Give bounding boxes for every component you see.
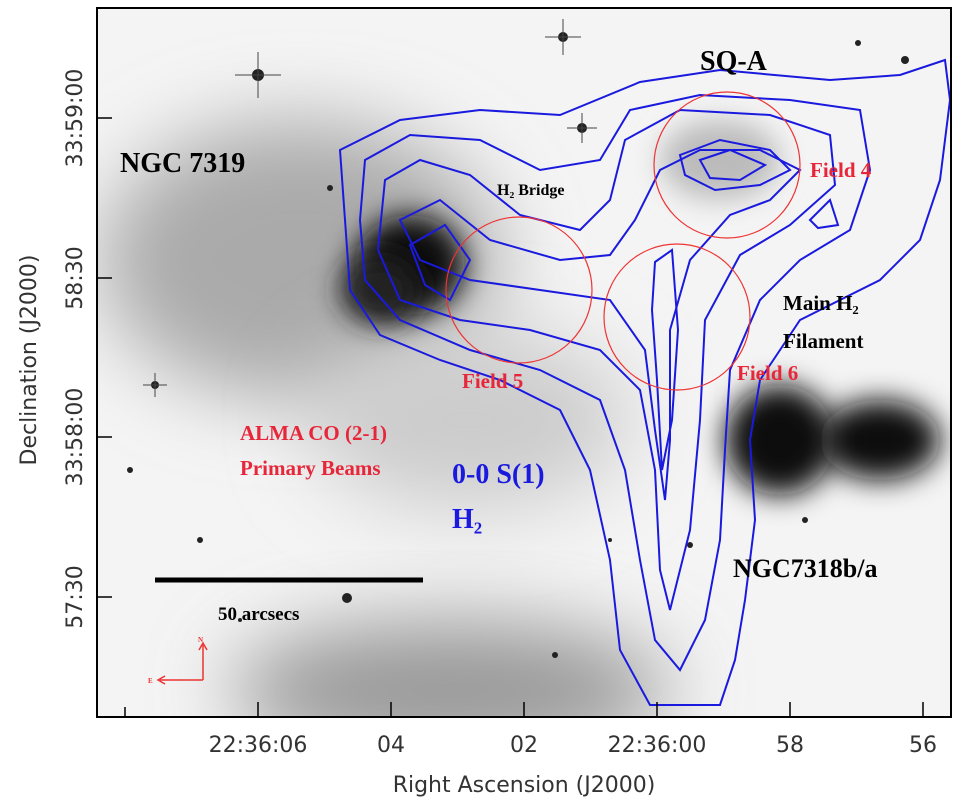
label: NGC7318b/a — [733, 554, 877, 583]
y-tick-label: 57:30 — [63, 565, 88, 628]
x-tick-label: 56 — [909, 733, 937, 758]
label: ALMA CO (2-1) — [240, 421, 387, 445]
x-tick-label: 02 — [510, 733, 538, 758]
label: H₂ — [452, 504, 482, 535]
x-axis-label: Right Ascension (J2000) — [393, 773, 656, 798]
y-axis: 33:59:00 58:30 33:58:00 57:30 Declinatio… — [17, 69, 88, 629]
x-tick-label: 22:36:00 — [608, 733, 707, 758]
label: 50 arcsecs — [218, 604, 299, 625]
label: Field 5 — [462, 369, 523, 393]
y-tick-label: 33:58:00 — [63, 388, 88, 487]
y-axis-label: Declination (J2000) — [17, 255, 42, 466]
x-axis: 22:36:06 04 02 22:36:00 58 56 Right Asce… — [209, 733, 937, 798]
x-tick-label: 58 — [776, 733, 804, 758]
compass — [156, 641, 208, 685]
annotations: SQ-A NGC 7319 H₂ Bridge Field 4 Field 5 … — [120, 46, 877, 685]
label: H₂ Bridge — [497, 182, 564, 199]
label: SQ-A — [700, 46, 768, 77]
ticks — [97, 117, 924, 717]
label: Field 4 — [810, 158, 872, 182]
label: N — [198, 636, 203, 644]
y-tick-label: 33:59:00 — [63, 69, 88, 168]
label: NGC 7319 — [120, 148, 245, 179]
x-tick-label: 22:36:06 — [209, 733, 308, 758]
label: 0-0 S(1) — [452, 459, 545, 490]
label: Field 6 — [737, 361, 798, 385]
label: Main H₂ — [783, 291, 859, 315]
label: Primary Beams — [240, 456, 381, 480]
label: E — [148, 677, 153, 685]
y-tick-label: 58:30 — [63, 246, 88, 309]
sky-image — [97, 8, 951, 717]
label: Filament — [783, 329, 863, 353]
x-tick-label: 04 — [377, 733, 405, 758]
field-circles — [445, 91, 801, 391]
h2-contours — [338, 58, 951, 706]
